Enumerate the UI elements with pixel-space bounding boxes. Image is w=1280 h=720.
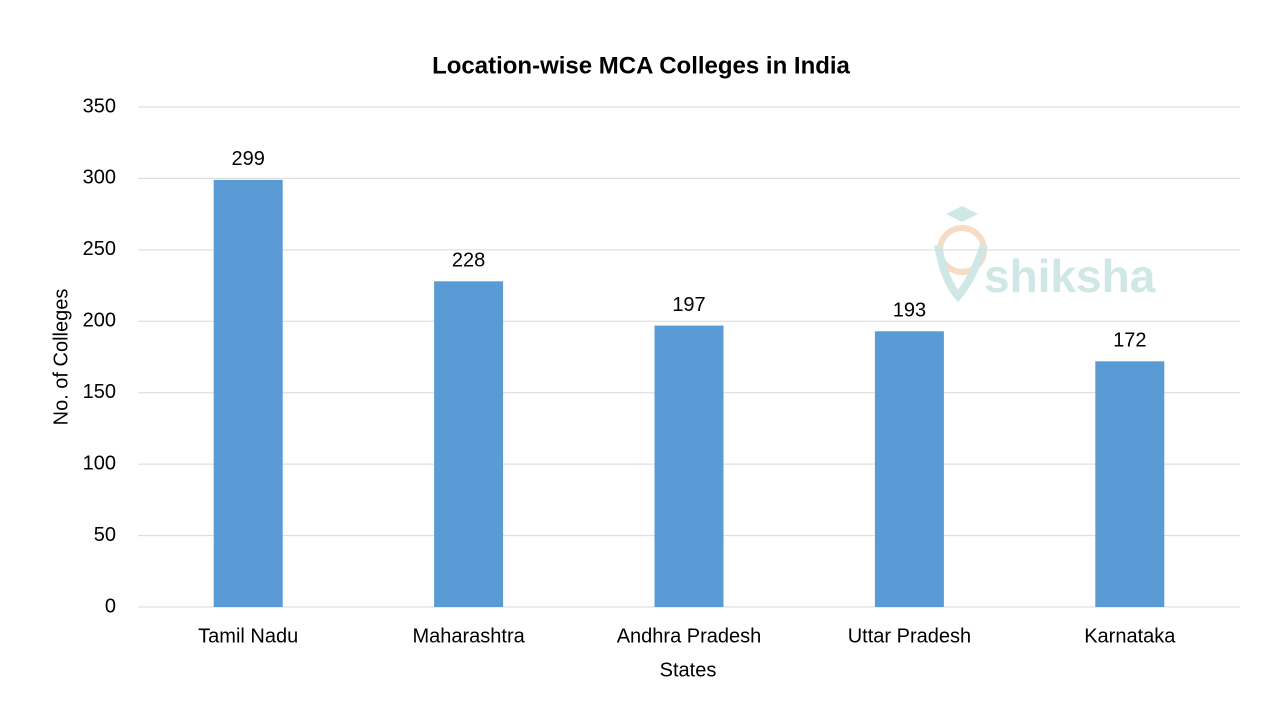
bar [213,179,283,607]
watermark-logo [946,206,978,222]
x-tick-label: Andhra Pradesh [617,625,762,647]
value-label: 172 [1113,330,1146,352]
bar [434,281,504,607]
watermark-logo [934,243,988,303]
y-tick-label: 150 [83,381,116,403]
y-tick-label: 300 [83,167,116,189]
x-tick-label: Tamil Nadu [198,625,298,647]
y-tick-label: 50 [94,524,116,546]
y-tick-label: 350 [83,95,116,117]
value-label: 228 [452,250,485,272]
value-label: 197 [672,294,705,316]
chart-title: Location-wise MCA Colleges in India [432,52,850,79]
y-axis-label: No. of Colleges [50,289,72,426]
watermark-text: shiksha [984,250,1156,302]
bar [1095,361,1165,607]
y-tick-label: 100 [83,452,116,474]
y-tick-label: 200 [83,310,116,332]
x-tick-label: Maharashtra [412,625,525,647]
x-axis-label: States [660,659,717,681]
y-tick-label: 0 [105,595,116,617]
value-label: 193 [893,300,926,322]
value-label: 299 [232,148,265,170]
watermark: shiksha [934,206,1156,303]
bar [654,325,724,607]
y-tick-label: 250 [83,238,116,260]
x-tick-label: Uttar Pradesh [848,625,971,647]
x-tick-label: Karnataka [1084,625,1176,647]
bar [874,331,944,607]
